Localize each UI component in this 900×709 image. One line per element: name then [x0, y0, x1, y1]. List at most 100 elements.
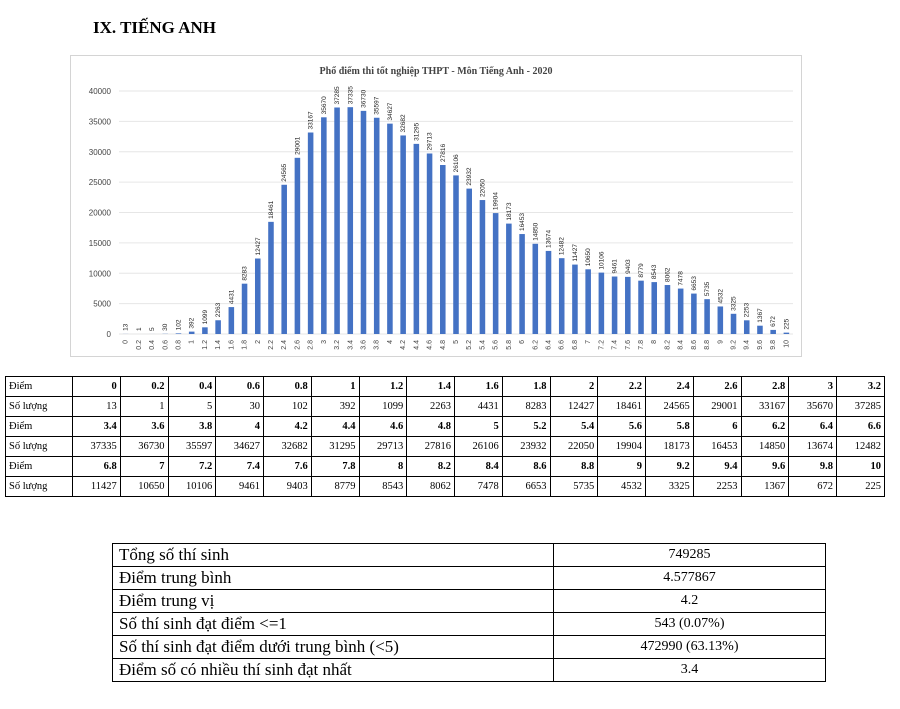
chart-bar	[268, 221, 274, 334]
x-tick-label: 8.6	[691, 340, 698, 350]
chart-bar	[757, 325, 763, 334]
score-cell: 5.8	[645, 416, 694, 437]
score-cell: 3	[788, 376, 837, 397]
count-row-label: Số lượng	[5, 436, 73, 457]
chart-bar	[453, 175, 459, 334]
score-cell: 1.6	[454, 376, 503, 397]
x-tick-label: 7	[585, 340, 592, 344]
stats-value: 472990 (63.13%)	[553, 635, 826, 659]
count-cell: 5	[167, 396, 217, 417]
x-tick-label: 0.8	[175, 340, 182, 350]
chart-title: Phổ điểm thi tốt nghiệp THPT - Môn Tiếng…	[320, 66, 553, 77]
score-cell: 4.8	[406, 416, 455, 437]
bar-data-label: 24565	[281, 163, 288, 181]
stats-row: Số thí sinh đạt điểm <=1 543 (0.07%)	[112, 612, 826, 636]
x-tick-label: 3.4	[347, 340, 354, 350]
score-cell: 8.4	[454, 456, 503, 477]
chart-bar	[215, 320, 221, 334]
x-tick-label: 8.8	[704, 340, 711, 350]
x-tick-label: 0	[123, 340, 130, 344]
bar-data-label: 4532	[717, 289, 724, 304]
y-tick-label: 20000	[89, 209, 112, 218]
chart-bar	[558, 258, 565, 334]
chart-bar	[281, 184, 287, 334]
score-cell: 4.2	[263, 416, 312, 437]
x-tick-label: 1.6	[228, 340, 235, 350]
count-cell: 10650	[119, 476, 169, 497]
bar-data-label: 31295	[413, 122, 420, 140]
chart-bar	[519, 234, 525, 334]
score-cell: 8	[358, 456, 408, 477]
x-tick-label: 2.8	[308, 340, 315, 350]
bar-data-label: 2253	[744, 302, 751, 317]
score-cell: 3.2	[836, 376, 885, 397]
count-cell: 12482	[836, 436, 885, 457]
y-tick-label: 40000	[89, 87, 112, 96]
score-cell: 7	[119, 456, 169, 477]
x-tick-label: 3.6	[360, 340, 367, 350]
chart-bar	[321, 117, 327, 334]
score-cell: 1.2	[358, 376, 408, 397]
x-tick-label: 6.2	[532, 340, 539, 350]
chart-bar	[625, 276, 631, 334]
count-cell: 12427	[549, 396, 599, 417]
chart-bar	[572, 264, 578, 334]
bar-data-label: 36730	[360, 89, 367, 107]
chart-bar	[598, 272, 605, 334]
stats-row: Điểm số có nhiều thí sinh đạt nhất 3.4	[112, 658, 826, 682]
x-tick-label: 9.8	[770, 340, 777, 350]
bar-data-label: 32682	[400, 114, 407, 132]
count-cell: 102	[263, 396, 312, 417]
stats-value: 4.2	[553, 589, 826, 613]
count-cell: 4431	[454, 396, 503, 417]
score-cell: 8.6	[501, 456, 551, 477]
count-cell: 16453	[692, 436, 742, 457]
score-cell: 7.2	[167, 456, 217, 477]
score-cell: 5.6	[597, 416, 646, 437]
x-tick-label: 6.6	[559, 340, 566, 350]
score-cell: 0	[72, 376, 121, 397]
bar-data-label: 12482	[559, 237, 566, 255]
bar-data-label: 1367	[757, 308, 764, 323]
bar-data-label: 34627	[387, 102, 394, 120]
count-row-label: Số lượng	[5, 396, 73, 417]
chart-bar	[254, 258, 261, 334]
score-cell: 2.2	[597, 376, 646, 397]
score-row-label: Điểm	[5, 456, 73, 477]
stats-label: Tổng số thí sinh	[112, 543, 554, 567]
bar-data-label: 1099	[202, 309, 209, 324]
summary-stats-table: Tổng số thí sinh 749285 Điểm trung bình 4.5…	[112, 543, 826, 682]
bar-data-label: 12427	[255, 237, 262, 255]
count-cell: 19904	[597, 436, 646, 457]
count-cell: 392	[310, 396, 360, 417]
chart-bar	[691, 293, 697, 334]
x-tick-label: 7.8	[638, 340, 645, 350]
y-tick-label: 10000	[89, 269, 112, 278]
chart-bar	[400, 135, 406, 334]
bar-data-label: 29713	[427, 132, 434, 150]
count-cell: 22050	[549, 436, 599, 457]
score-cell: 0.8	[263, 376, 312, 397]
bar-data-label: 29001	[294, 136, 301, 154]
x-tick-label: 4	[387, 340, 394, 344]
chart-bar	[479, 200, 486, 334]
score-cell: 9.4	[692, 456, 742, 477]
count-row: Số lượng 37335 36730 35597 34627 32682 31295 29…	[5, 436, 885, 457]
bar-data-label: 8779	[638, 263, 645, 278]
bar-data-label: 1	[136, 327, 143, 331]
x-tick-label: 5.4	[479, 340, 486, 350]
score-cell: 9.2	[645, 456, 694, 477]
x-tick-label: 0.6	[162, 340, 169, 350]
score-cell: 2.8	[740, 376, 790, 397]
count-row: Số lượng 13 1 5 30 102 392 1099 2263 4431 8283 1242…	[5, 396, 885, 417]
count-cell: 6653	[501, 476, 551, 497]
x-tick-label: 6.8	[572, 340, 579, 350]
chart-bar	[730, 313, 737, 334]
score-cell: 6.6	[836, 416, 885, 437]
score-cell: 4.6	[358, 416, 408, 437]
bar-data-label: 672	[770, 316, 777, 327]
score-row: Điểm 6.8 7 7.2 7.4 7.6 7.8 8 8.2 8.4 8.6 8.8 9 9.2 9.4…	[5, 456, 885, 477]
x-tick-label: 1.4	[215, 340, 222, 350]
chart-bar	[704, 299, 710, 334]
bar-data-label: 16453	[519, 213, 526, 231]
